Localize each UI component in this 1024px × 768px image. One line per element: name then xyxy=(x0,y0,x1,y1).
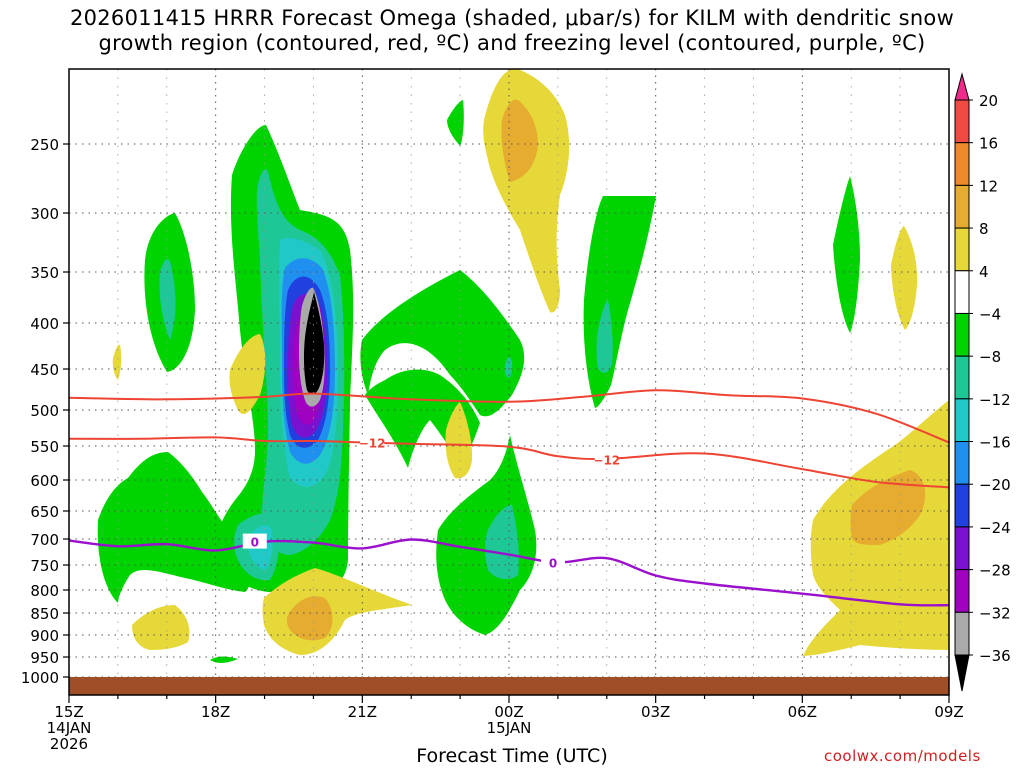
contour-label: 0 xyxy=(549,556,557,570)
colorbar-label: 16 xyxy=(979,135,998,153)
omega-shading xyxy=(97,69,949,663)
omega-region-yellow xyxy=(445,402,473,479)
colorbar-label: −8 xyxy=(979,348,1001,366)
colorbar-label: −36 xyxy=(979,647,1011,665)
colorbar-label: −16 xyxy=(979,434,1011,452)
omega-region-green xyxy=(97,452,250,603)
y-tick-label: 350 xyxy=(30,264,59,282)
omega-region-orange xyxy=(286,596,333,641)
x-tick-sublabel: 14JAN xyxy=(47,719,92,737)
contour-label-bg xyxy=(360,434,385,450)
omega-region-yellow xyxy=(132,605,190,650)
colorbar-segment xyxy=(954,483,970,528)
colorbar-label: 20 xyxy=(979,92,998,110)
x-tick-label: 15Z xyxy=(54,703,83,721)
y-tick-label: 400 xyxy=(30,315,59,333)
credit-link[interactable]: coolwx.com/models xyxy=(824,747,981,765)
contour-label-bg xyxy=(594,451,619,467)
omega-region-green xyxy=(436,435,537,635)
y-tick-label: 1000 xyxy=(21,669,59,687)
y-tick-label: 650 xyxy=(30,503,59,521)
colorbar-segment xyxy=(954,569,970,613)
x-tick-label: 00Z xyxy=(494,703,523,721)
x-tick-label: 03Z xyxy=(641,703,670,721)
omega-region-teal xyxy=(159,258,176,340)
y-tick-label: 850 xyxy=(30,605,59,623)
y-tick-label: 950 xyxy=(30,649,59,667)
y-tick-label: 600 xyxy=(30,472,59,490)
colorbar-label: 12 xyxy=(979,177,998,195)
contour-label-bg xyxy=(541,554,565,570)
colorbar-segment xyxy=(954,184,970,229)
chart-title: 2026011415 HRRR Forecast Omega (shaded, … xyxy=(0,6,1024,56)
contour-labels: −12 −12 0 0 xyxy=(242,434,620,570)
omega-region-yellow xyxy=(229,334,266,415)
omega-region-black-core xyxy=(303,292,325,395)
ground-terrain xyxy=(69,677,949,695)
y-tick-label: 500 xyxy=(30,402,59,420)
x-tick-sublabel: 15JAN xyxy=(487,719,532,737)
colorbar-arrow-bottom xyxy=(954,654,970,692)
dgz-contour-upper xyxy=(69,389,949,444)
x-tick-label: 21Z xyxy=(348,703,377,721)
x-tick-label: 18Z xyxy=(201,703,230,721)
omega-region-green xyxy=(833,176,860,333)
omega-region-yellow xyxy=(891,226,918,330)
contour-label: −12 xyxy=(593,454,620,468)
contour-label: −12 xyxy=(359,436,386,450)
colorbar-label: 4 xyxy=(979,263,989,281)
freezing-level-contour xyxy=(69,538,949,607)
y-tick-label: 800 xyxy=(30,582,59,600)
omega-region-orange xyxy=(850,470,926,545)
y-tick-label: 250 xyxy=(30,136,59,154)
colorbar-segment xyxy=(954,312,970,357)
x-tick-label: 09Z xyxy=(934,703,963,721)
y-tick-label: 300 xyxy=(30,205,59,223)
x-tick-sublabel: 2026 xyxy=(50,735,88,753)
omega-region-green xyxy=(447,100,464,146)
colorbar-label: −20 xyxy=(979,476,1011,494)
y-tick-label: 550 xyxy=(30,438,59,456)
colorbar-segment xyxy=(954,227,970,272)
colorbar-segment xyxy=(954,441,970,485)
omega-region-teal xyxy=(485,505,519,580)
y-tick-label: 750 xyxy=(30,557,59,575)
colorbar-segment xyxy=(954,270,970,314)
colorbar-segment xyxy=(954,355,970,400)
colorbar-segment xyxy=(954,611,970,656)
y-tick-label: 700 xyxy=(30,531,59,549)
colorbar-arrow-top xyxy=(954,72,970,101)
contours xyxy=(69,389,949,607)
colorbar-segment xyxy=(954,526,970,571)
omega-region-green xyxy=(210,656,238,663)
y-tick-label: 900 xyxy=(30,627,59,645)
contour-label-bg xyxy=(242,533,267,549)
omega-region-teal xyxy=(596,300,613,373)
omega-region-teal xyxy=(504,357,513,378)
y-axis: 250 300 350 400 450 500 550 600 650 700 750 800 850 9… xyxy=(21,136,69,687)
x-tick-label: 06Z xyxy=(788,703,817,721)
colorbar-label: −28 xyxy=(979,562,1011,580)
colorbar-label: −12 xyxy=(979,391,1011,409)
chart-title-line2: growth region (contoured, red, ºC) and f… xyxy=(98,31,926,55)
colorbar-label: −24 xyxy=(979,519,1011,537)
omega-region-orange xyxy=(501,99,538,182)
colorbar-segment xyxy=(954,142,970,186)
colorbar: 20 16 12 8 4 −4 −8 −12 −16 −20 −24 −28 −32 −36 xyxy=(954,72,1011,692)
colorbar-label: −32 xyxy=(979,604,1011,622)
y-tick-label: 450 xyxy=(30,361,59,379)
colorbar-label: 8 xyxy=(979,220,989,238)
x-axis-label: Forecast Time (UTC) xyxy=(416,745,608,767)
chart-title-line1: 2026011415 HRRR Forecast Omega (shaded, … xyxy=(69,6,955,30)
omega-region-yellow xyxy=(112,344,122,380)
contour-label: 0 xyxy=(251,536,259,550)
omega-region-green xyxy=(360,270,525,417)
colorbar-segment xyxy=(954,398,970,443)
dgz-contour-lower xyxy=(69,436,949,489)
colorbar-label: −4 xyxy=(979,305,1001,323)
colorbar-segment xyxy=(954,99,970,144)
